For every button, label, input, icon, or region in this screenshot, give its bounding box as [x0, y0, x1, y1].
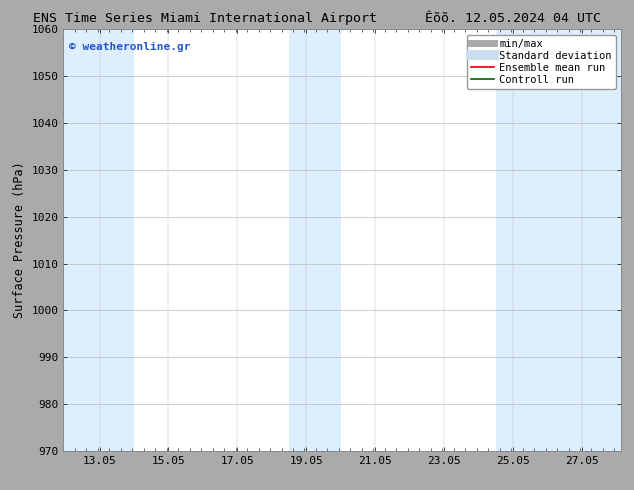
Bar: [496, 29, 621, 451]
Y-axis label: Surface Pressure (hPa): Surface Pressure (hPa): [13, 162, 26, 318]
Text: ENS Time Series Miami International Airport      Êõõ. 12.05.2024 04 UTC: ENS Time Series Miami International Airp…: [33, 11, 601, 25]
Legend: min/max, Standard deviation, Ensemble mean run, Controll run: min/max, Standard deviation, Ensemble me…: [467, 35, 616, 89]
Bar: [289, 29, 340, 451]
Text: © weatheronline.gr: © weatheronline.gr: [69, 42, 190, 52]
Bar: [63, 29, 134, 451]
